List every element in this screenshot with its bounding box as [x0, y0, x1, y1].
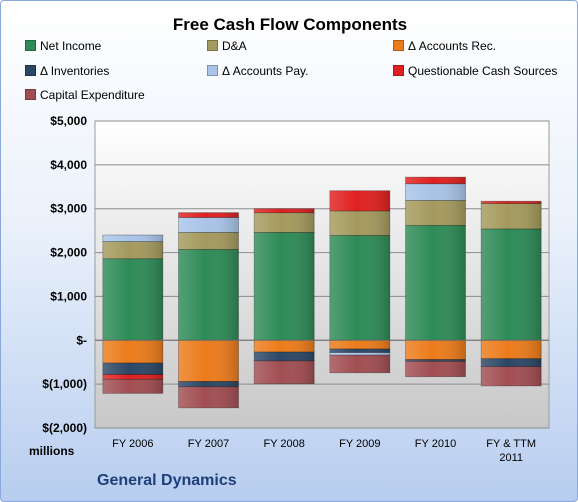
units-label: millions: [29, 444, 75, 458]
bar-segment-shade: [102, 258, 163, 341]
bar-segment-shade: [405, 225, 466, 341]
bar-segment-shade: [102, 235, 163, 242]
bar-segment-shade: [178, 340, 239, 382]
bar-segment-shade: [254, 232, 315, 341]
bar-segment-shade: [405, 183, 466, 201]
x-tick-label: FY 2007: [188, 438, 229, 450]
bar-segment-shade: [254, 352, 315, 361]
y-tick-label: $-: [76, 333, 87, 347]
bar-segment-shade: [102, 363, 163, 375]
bar-segment-shade: [405, 361, 466, 377]
y-tick-label: $5,000: [50, 114, 87, 128]
legend-swatch: [25, 65, 36, 76]
bar-segment-shade: [254, 340, 315, 353]
bar-segment-shade: [178, 249, 239, 341]
plot-area: [94, 120, 550, 429]
bar-segment-shade: [329, 210, 390, 236]
x-tick-label: FY 2006: [112, 438, 153, 450]
legend-item-inventories: Δ Inventories: [25, 64, 109, 78]
bar-segment-shade: [254, 208, 315, 213]
bar-segment-shade: [178, 381, 239, 387]
bar-segment-shade: [254, 212, 315, 233]
bar-segment-shade: [329, 190, 390, 211]
x-tick-label: FY 2010: [415, 438, 456, 450]
bar-segment-shade: [178, 386, 239, 408]
bar-segment-shade: [329, 235, 390, 341]
legend-swatch: [393, 40, 404, 51]
bar-segment-shade: [178, 232, 239, 250]
bar-segment-shade: [329, 355, 390, 373]
legend-swatch: [207, 65, 218, 76]
bar-segment-shade: [329, 349, 390, 353]
legend-item-accounts-pay: Δ Accounts Pay.: [207, 64, 309, 78]
y-tick-label: $2,000: [50, 246, 87, 260]
bar-segment-shade: [481, 366, 542, 386]
bar-segment-shade: [405, 177, 466, 184]
y-tick-label: $3,000: [50, 202, 87, 216]
bar-segment-shade: [405, 359, 466, 362]
y-tick-label: $1,000: [50, 289, 87, 303]
bar-segment-shade: [481, 340, 542, 359]
bar-segment-shade: [102, 374, 163, 380]
bar-segment-shade: [178, 217, 239, 233]
chart-title: Free Cash Flow Components: [172, 15, 408, 34]
x-tick-label: FY & TTM 2011: [486, 438, 536, 464]
bar-segment-shade: [254, 360, 315, 384]
bar-segment-shade: [329, 352, 390, 356]
y-tick-label: $4,000: [50, 158, 87, 172]
legend-item-net-income: Net Income: [25, 39, 101, 53]
legend-item-questionable-cash: Questionable Cash Sources: [393, 64, 557, 78]
bar-segment-shade: [102, 241, 163, 259]
legend-swatch: [207, 40, 218, 51]
y-tick-label: $(1,000): [42, 377, 87, 391]
y-tick-label: $(2,000): [42, 421, 87, 435]
bar-segment-shade: [405, 340, 466, 360]
bar-segment-shade: [102, 340, 163, 364]
bar-segment-shade: [178, 212, 239, 218]
bar-segment-shade: [481, 201, 542, 204]
x-tick-label: FY 2009: [339, 438, 380, 450]
legend-swatch: [25, 89, 36, 100]
bar-segment-shade: [481, 358, 542, 367]
bar-segment-shade: [102, 379, 163, 394]
legend-item-capital-expenditure: Capital Expenditure: [25, 88, 145, 102]
bar-segment-shade: [481, 203, 542, 229]
bar-segment-shade: [481, 228, 542, 341]
bar-segment-shade: [329, 340, 390, 350]
legend-item-da: D&A: [207, 39, 247, 53]
legend-item-accounts-rec: Δ Accounts Rec.: [393, 39, 496, 53]
company-label: General Dynamics: [97, 472, 237, 489]
legend-swatch: [25, 40, 36, 51]
bar-segment-shade: [405, 200, 466, 226]
x-tick-label: FY 2008: [263, 438, 304, 450]
legend-swatch: [393, 65, 404, 76]
